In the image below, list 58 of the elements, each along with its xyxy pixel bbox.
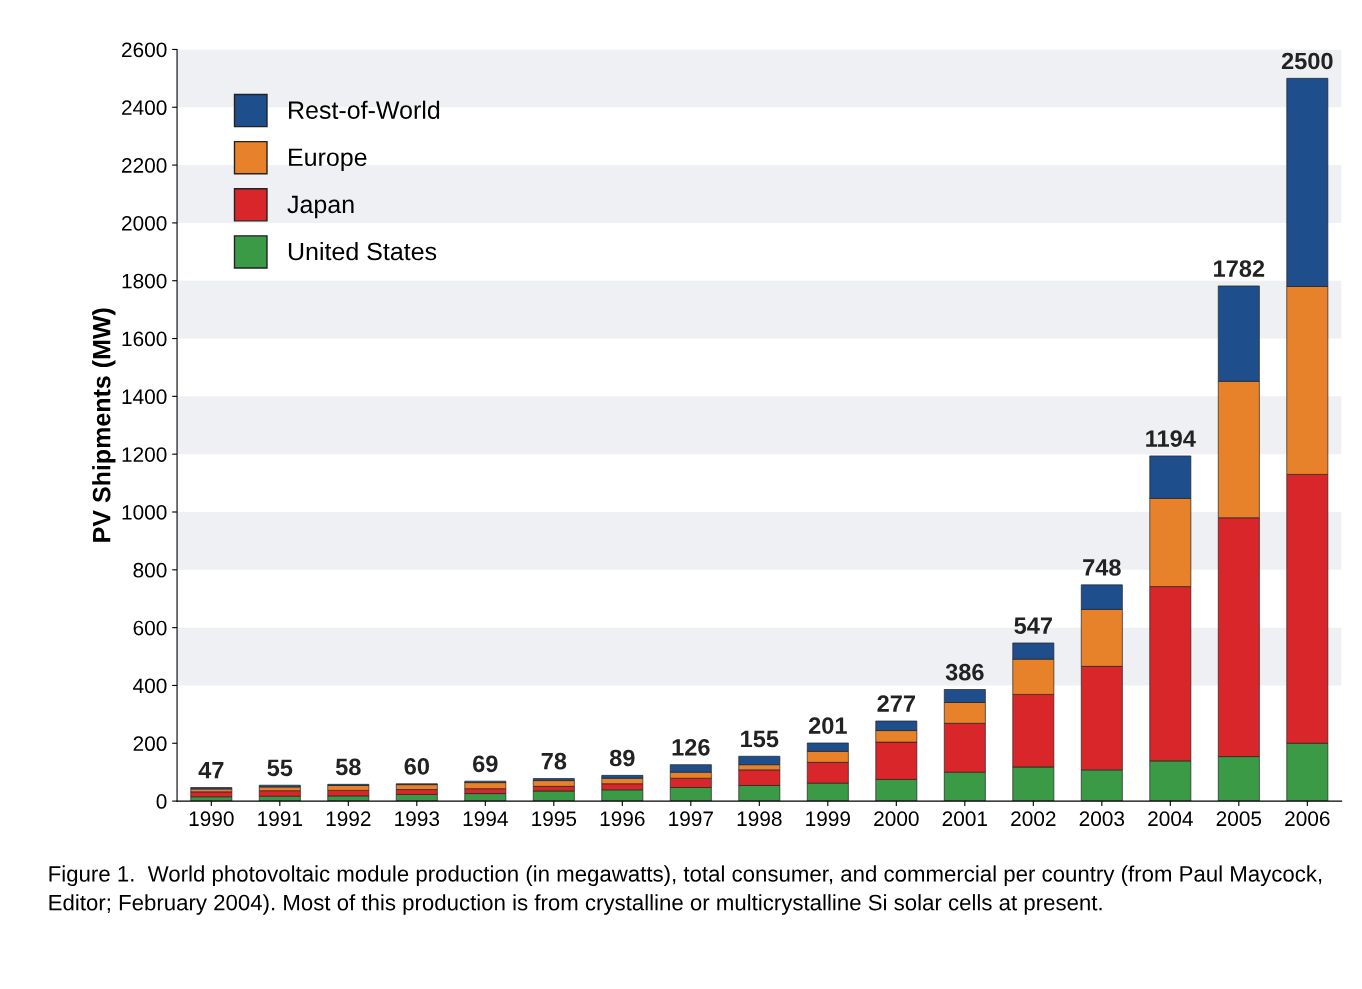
x-tick-label: 1997 xyxy=(669,811,713,827)
x-tick-label: 1996 xyxy=(600,811,645,827)
x-tick-label: 1991 xyxy=(258,811,302,827)
x-tick-label: 1994 xyxy=(463,811,508,827)
x-tick-label: 1999 xyxy=(806,811,850,827)
total-label: 78 xyxy=(541,752,567,770)
y-tick-label: 0 xyxy=(156,794,167,809)
total-label: 47 xyxy=(198,762,224,779)
y-tick-label: 400 xyxy=(133,678,167,694)
bar xyxy=(327,790,370,797)
total-label: 201 xyxy=(808,717,847,734)
x-tick-label: 2003 xyxy=(1079,811,1125,827)
legend-label: United States xyxy=(288,242,437,261)
x-tick-label: 1990 xyxy=(189,811,234,827)
y-tick-label: 2200 xyxy=(122,158,167,173)
y-tick-label: 2400 xyxy=(122,100,167,116)
y-tick-label: 1600 xyxy=(122,331,167,347)
total-label: 155 xyxy=(741,730,779,748)
x-tick-label: 2004 xyxy=(1148,811,1193,827)
legend-label: Japan xyxy=(287,195,354,219)
total-label: 58 xyxy=(335,758,361,776)
total-label: 547 xyxy=(1014,617,1052,634)
bar xyxy=(258,790,301,797)
legend-label: Europe xyxy=(289,148,367,172)
total-label: 1194 xyxy=(1146,430,1196,447)
total-label: 1782 xyxy=(1214,260,1265,277)
total-label: 69 xyxy=(473,755,498,773)
x-tick-label: 2001 xyxy=(942,811,987,827)
total-label: 386 xyxy=(945,663,984,681)
total-label: 60 xyxy=(404,758,429,775)
y-tick-label: 2000 xyxy=(122,215,167,231)
x-tick-label: 2000 xyxy=(874,811,919,827)
x-tick-label: 2002 xyxy=(1011,811,1056,827)
total-label: 55 xyxy=(267,759,293,777)
y-tick-label: 800 xyxy=(133,562,167,578)
legend-label: Rest-of-World xyxy=(289,100,440,119)
y-tick-label: 1200 xyxy=(122,447,167,462)
y-tick-label: 600 xyxy=(133,620,167,636)
x-tick-label: 1998 xyxy=(737,811,782,827)
x-tick-label: 2006 xyxy=(1285,811,1330,827)
y-tick-label: 1000 xyxy=(122,505,167,520)
y-tick-label: 1800 xyxy=(122,273,167,289)
x-tick-label: 1995 xyxy=(532,811,577,827)
bar xyxy=(190,791,233,798)
total-label: 2500 xyxy=(1281,52,1333,70)
y-tick-label: 2600 xyxy=(122,42,167,58)
x-tick-label: 1993 xyxy=(395,811,440,827)
caption: Figure 1. World photovoltaic module production (in megawatts), total consumer, and commercial per country (from Paul Maycock, Editor; February 2004). Most of this production is from crystalline or multicrystalline Si solar cells at present. xyxy=(49,865,1322,915)
total-label: 126 xyxy=(672,738,710,756)
bar xyxy=(464,782,507,790)
total-label: 89 xyxy=(609,749,635,767)
y-tick-label: 1400 xyxy=(122,389,167,405)
total-label: 748 xyxy=(1083,559,1121,576)
y-axis-title: PV Shipments (MW) xyxy=(92,308,116,542)
x-tick-label: 1992 xyxy=(326,811,371,827)
y-tick-label: 200 xyxy=(133,736,167,752)
x-tick-label: 2005 xyxy=(1216,811,1262,827)
total-label: 277 xyxy=(877,695,915,712)
